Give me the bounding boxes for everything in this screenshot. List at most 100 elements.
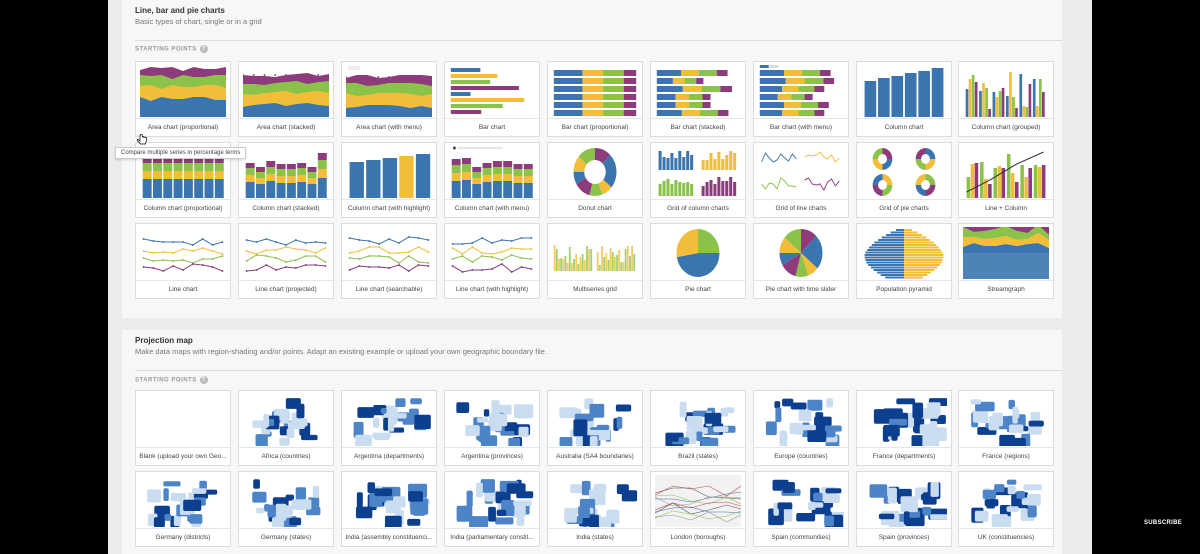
map-template-label: Europe (countries): [754, 447, 848, 465]
chart-template-label: Donut chart: [548, 199, 642, 217]
map-template-label: Argentina (departments): [342, 447, 436, 465]
map-thumbnail: [552, 394, 638, 446]
map-thumbnail: [655, 394, 741, 446]
chart-template-card[interactable]: Column chart (grouped): [958, 61, 1054, 137]
map-template-label: Argentina (provinces): [445, 447, 539, 465]
chart-template-card[interactable]: Bar chart (proportional): [547, 61, 643, 137]
map-thumbnail: [963, 475, 1049, 527]
map-template-label: London (boroughs): [651, 528, 745, 546]
chart-template-card[interactable]: Multiseries grid: [547, 223, 643, 299]
map-template-card[interactable]: India (parliamentary constit...: [444, 471, 540, 547]
template-tooltip: Compare multiple series in percentage te…: [115, 147, 247, 159]
chart-thumbnail: [861, 146, 947, 198]
map-thumbnail: [758, 394, 844, 446]
chart-template-card[interactable]: Population pyramid: [856, 223, 952, 299]
map-thumbnail: [861, 394, 947, 446]
chart-template-label: Area chart (proportional): [136, 118, 230, 136]
chart-template-card[interactable]: Area chart (stacked): [238, 61, 334, 137]
map-thumbnail: [243, 475, 329, 527]
chart-picker-page: Line, bar and pie charts Basic types of …: [108, 0, 1092, 554]
chart-template-card[interactable]: Pie chart: [650, 223, 746, 299]
chart-template-card[interactable]: Line chart (with highlight): [444, 223, 540, 299]
chart-template-card[interactable]: Grid of column charts: [650, 142, 746, 218]
map-template-card[interactable]: India (states): [547, 471, 643, 547]
map-template-card[interactable]: Argentina (provinces): [444, 390, 540, 466]
map-template-label: UK (constituencies): [959, 528, 1053, 546]
chart-thumbnail: [449, 65, 535, 117]
map-template-card[interactable]: India (assembly constituenci...: [341, 471, 437, 547]
map-thumbnail: [449, 475, 535, 527]
chart-template-card[interactable]: Area chart (proportional): [135, 61, 231, 137]
chart-thumbnail: [655, 227, 741, 279]
chart-template-label: Bar chart: [445, 118, 539, 136]
chart-thumbnail: [758, 146, 844, 198]
maps-section-description: Make data maps with region-shading and/o…: [135, 347, 547, 356]
charts-section-title: Line, bar and pie charts: [135, 6, 225, 15]
charts-section-description: Basic types of chart, single or in a gri…: [135, 17, 262, 26]
chart-template-label: Line chart: [136, 280, 230, 298]
chart-template-card[interactable]: Line chart (projected): [238, 223, 334, 299]
chart-template-card[interactable]: Pie chart with time slider: [753, 223, 849, 299]
map-template-card[interactable]: Europe (countries): [753, 390, 849, 466]
chart-thumbnail: [861, 65, 947, 117]
map-thumbnail: [655, 475, 741, 527]
chart-template-card[interactable]: Grid of pie charts: [856, 142, 952, 218]
chart-template-card[interactable]: Grid of line charts: [753, 142, 849, 218]
chart-template-label: Streamgraph: [959, 280, 1053, 298]
chart-template-card[interactable]: Bar chart (with menu): [753, 61, 849, 137]
map-template-card[interactable]: London (boroughs): [650, 471, 746, 547]
chart-thumbnail: [758, 65, 844, 117]
chart-template-label: Column chart (with menu): [445, 199, 539, 217]
map-template-card[interactable]: Brazil (states): [650, 390, 746, 466]
chart-template-label: Area chart (with menu): [342, 118, 436, 136]
map-template-card[interactable]: Australia (SA4 boundaries): [547, 390, 643, 466]
map-template-card[interactable]: Spain (communities): [753, 471, 849, 547]
chart-template-card[interactable]: Streamgraph: [958, 223, 1054, 299]
map-thumbnail: [140, 475, 226, 527]
chart-template-card[interactable]: Donut chart: [547, 142, 643, 218]
map-template-label: Spain (provinces): [857, 528, 951, 546]
divider: [135, 40, 1062, 41]
chart-template-label: Pie chart with time slider: [754, 280, 848, 298]
map-template-label: Spain (communities): [754, 528, 848, 546]
chart-template-label: Line chart (with highlight): [445, 280, 539, 298]
chart-thumbnail: [655, 65, 741, 117]
chart-template-card[interactable]: Column chart: [856, 61, 952, 137]
maps-section-title: Projection map: [135, 336, 193, 345]
map-template-card[interactable]: UK (constituencies): [958, 471, 1054, 547]
map-template-card[interactable]: Africa (countries): [238, 390, 334, 466]
map-template-label: India (states): [548, 528, 642, 546]
chart-template-card[interactable]: Line chart (searchable): [341, 223, 437, 299]
chart-template-label: Grid of line charts: [754, 199, 848, 217]
map-template-card[interactable]: Argentina (departments): [341, 390, 437, 466]
map-template-card[interactable]: Blank (upload your own Geo...: [135, 390, 231, 466]
chart-template-card[interactable]: Area chart (with menu): [341, 61, 437, 137]
chart-template-label: Column chart (proportional): [136, 199, 230, 217]
chart-template-card[interactable]: Bar chart: [444, 61, 540, 137]
chart-template-label: Line + Column: [959, 199, 1053, 217]
chart-template-label: Bar chart (stacked): [651, 118, 745, 136]
help-icon[interactable]: ?: [199, 45, 208, 53]
map-template-card[interactable]: France (departments): [856, 390, 952, 466]
chart-thumbnail: [243, 65, 329, 117]
chart-template-card[interactable]: Column chart (with highlight): [341, 142, 437, 218]
map-thumbnail: [346, 475, 432, 527]
chart-template-label: Column chart (grouped): [959, 118, 1053, 136]
map-template-card[interactable]: Spain (provinces): [856, 471, 952, 547]
chart-template-card[interactable]: Line + Column: [958, 142, 1054, 218]
chart-template-label: Column chart: [857, 118, 951, 136]
chart-thumbnail: [346, 227, 432, 279]
map-thumbnail: [243, 394, 329, 446]
chart-template-card[interactable]: Column chart (stacked): [238, 142, 334, 218]
map-template-card[interactable]: Germany (districts): [135, 471, 231, 547]
chart-template-label: Multiseries grid: [548, 280, 642, 298]
map-template-card[interactable]: Germany (states): [238, 471, 334, 547]
chart-template-card[interactable]: Bar chart (stacked): [650, 61, 746, 137]
chart-template-card[interactable]: Line chart: [135, 223, 231, 299]
hand-cursor-icon: [137, 134, 147, 145]
chart-thumbnail: [140, 65, 226, 117]
help-icon[interactable]: ?: [199, 376, 208, 384]
chart-template-card[interactable]: Column chart (with menu): [444, 142, 540, 218]
map-template-card[interactable]: France (regions): [958, 390, 1054, 466]
chart-template-label: Grid of column charts: [651, 199, 745, 217]
